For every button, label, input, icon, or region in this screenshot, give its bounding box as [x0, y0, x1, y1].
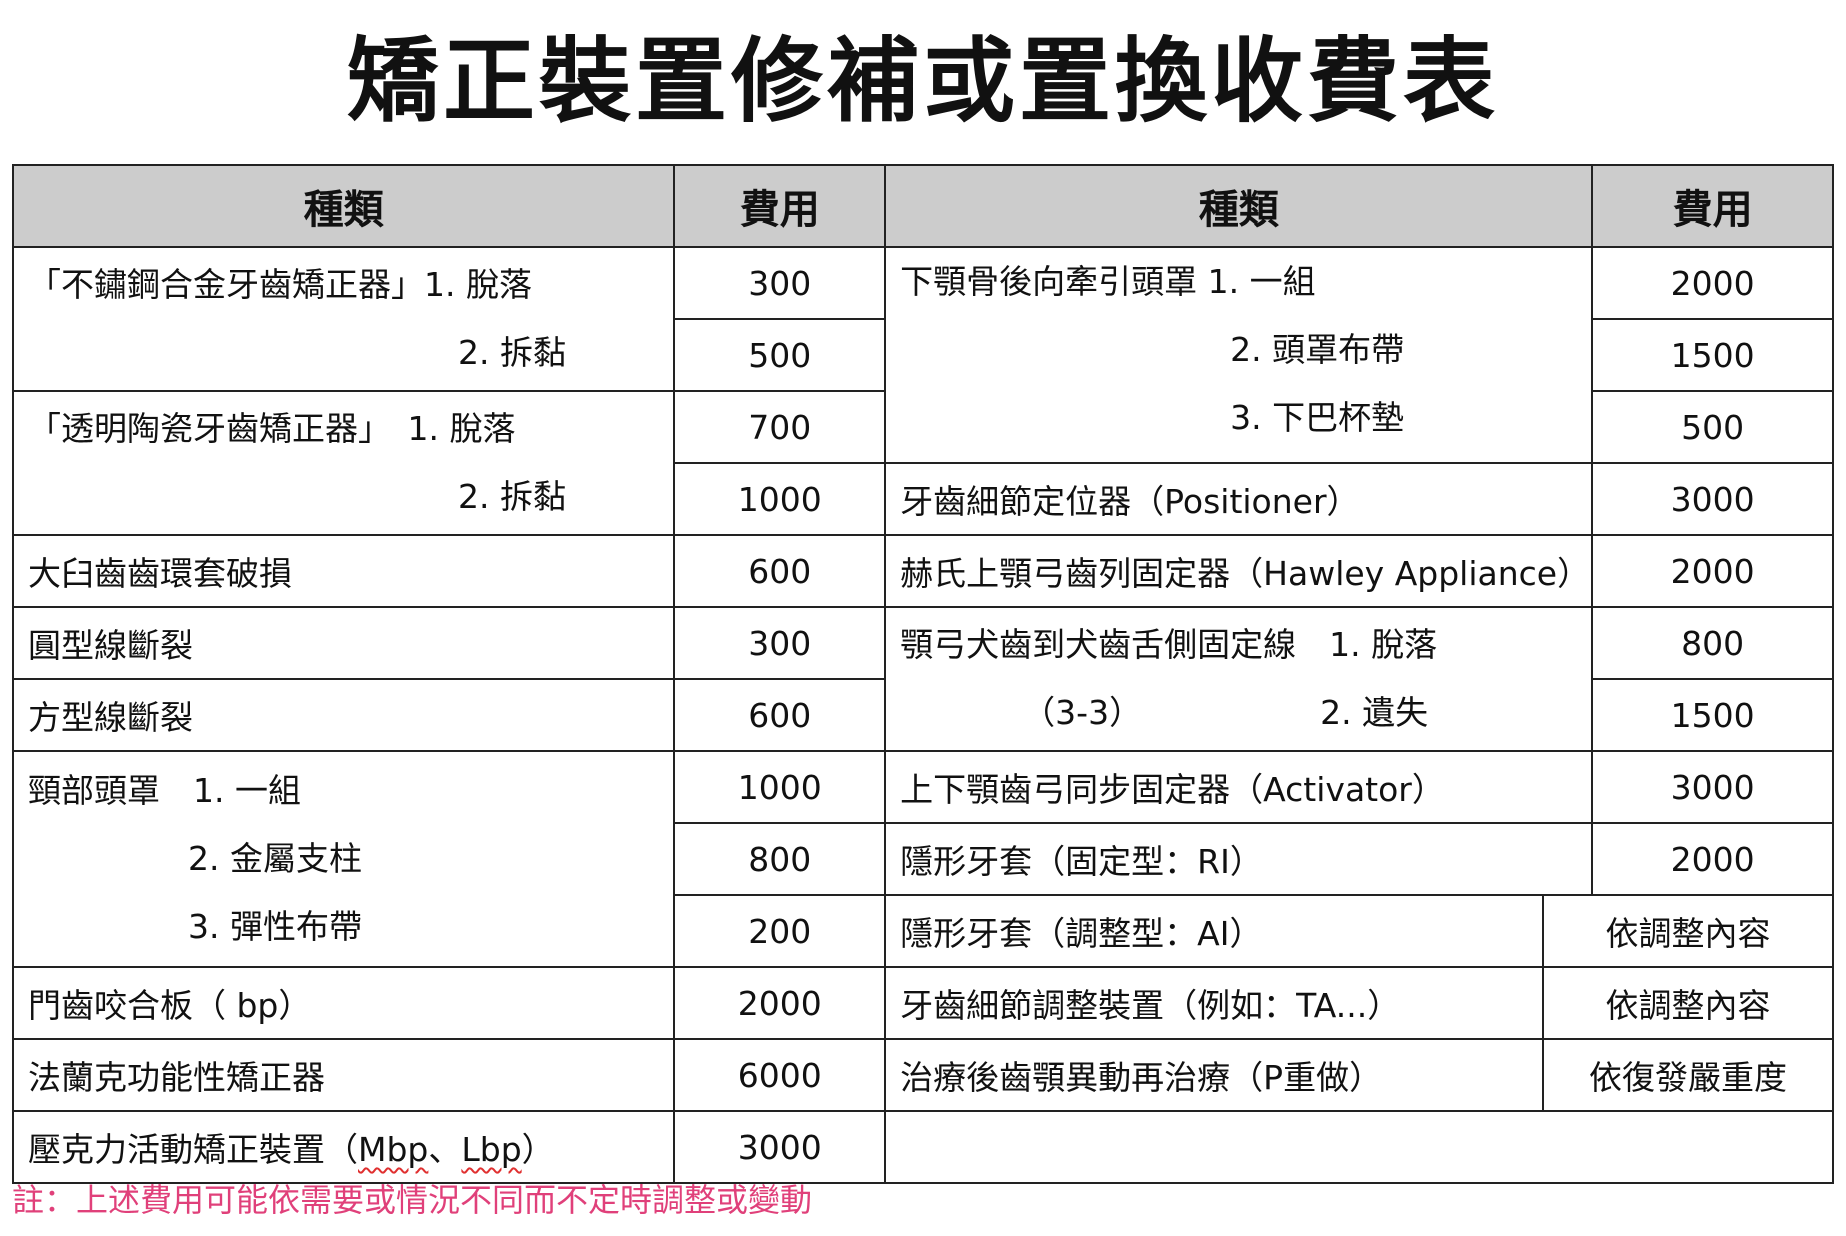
table-row: 方型線斷裂 600 1500: [11, 678, 1834, 752]
fee-table: 種類 費用 種類 費用 「不鏽鋼合金牙齒矯正器」1. 脫落 2. 拆黏 300 …: [11, 164, 1834, 1184]
table-row: 門齒咬合板（ bp） 2000 牙齒細節調整裝置（例如：TA...） 依調整內容: [11, 966, 1834, 1040]
acrylic-suffix: ）: [521, 1130, 555, 1169]
ceramic-bracket-fee2: 1000: [673, 462, 887, 536]
square-wire-name: 方型線斷裂: [11, 678, 676, 752]
hawley-name: 赫氏上顎弓齒列固定器（Hawley Appliance）: [884, 534, 1594, 608]
hawley-fee: 2000: [1591, 534, 1834, 608]
header-kind-left: 種類: [11, 164, 676, 248]
table-row: 1000 牙齒細節定位器（Positioner） 3000: [13, 462, 1834, 536]
steel-bracket-sub2: 2. 拆黏: [458, 333, 566, 372]
acrylic-sep: 、: [428, 1130, 462, 1169]
reverse-headgear-sub2: 2. 頭罩布帶: [1230, 330, 1405, 369]
table-row: 法蘭克功能性矯正器 6000 治療後齒顎異動再治療（P重做） 依復發嚴重度: [11, 1038, 1834, 1112]
table-row: 800 隱形牙套（固定型：RI） 2000: [13, 822, 1834, 896]
neck-headgear-fee1: 1000: [673, 750, 887, 824]
ceramic-bracket-name: 「透明陶瓷牙齒矯正器」 1. 脫落: [28, 409, 516, 448]
reverse-headgear-sub3: 3. 下巴杯墊: [1230, 398, 1405, 437]
ta-name: 牙齒細節調整裝置（例如：TA...）: [884, 966, 1545, 1040]
bite-plate-fee: 2000: [673, 966, 887, 1040]
header-fee-right: 費用: [1591, 164, 1834, 248]
neck-headgear-name: 頸部頭罩 1. 一組: [28, 771, 301, 810]
activator-fee: 3000: [1591, 750, 1834, 824]
table-row: 200 隱形牙套（調整型：AI） 依調整內容: [13, 894, 1834, 968]
ai-name: 隱形牙套（調整型：AI）: [884, 894, 1545, 968]
canine-retainer-cell: 顎弓犬齒到犬齒舌側固定線 1. 脫落 （3-3） 2. 遺失: [884, 606, 1594, 752]
header-fee-left: 費用: [673, 164, 887, 248]
neck-headgear-fee2: 800: [673, 822, 887, 896]
neck-headgear-sub3: 3. 彈性布帶: [188, 907, 362, 946]
neck-headgear-fee3: 200: [673, 894, 887, 968]
steel-bracket-cell: 「不鏽鋼合金牙齒矯正器」1. 脫落 2. 拆黏: [11, 246, 676, 392]
steel-bracket-fee1: 300: [673, 246, 887, 320]
header-kind-right: 種類: [884, 164, 1594, 248]
empty-cell: [884, 1110, 1834, 1184]
neck-headgear-sub2: 2. 金屬支柱: [188, 839, 362, 878]
positioner-name: 牙齒細節定位器（Positioner）: [884, 462, 1594, 536]
acrylic-lbp: Lbp: [461, 1130, 522, 1169]
reverse-headgear-fee1: 2000: [1591, 246, 1834, 320]
reverse-headgear-fee3: 500: [1591, 390, 1834, 464]
page-title: 矯正裝置修補或置換收費表: [346, 28, 1499, 135]
ai-fee: 依調整內容: [1542, 894, 1834, 968]
canine-retainer-fee1: 800: [1591, 606, 1834, 680]
neck-headgear-cell: 頸部頭罩 1. 一組 2. 金屬支柱 3. 彈性布帶: [11, 750, 676, 968]
acrylic-name: 壓克力活動矯正裝置（Mbp、Lbp）: [11, 1110, 676, 1184]
frankel-name: 法蘭克功能性矯正器: [11, 1038, 676, 1112]
table-row: 「透明陶瓷牙齒矯正器」 1. 脫落 2. 拆黏 700 500: [11, 390, 1834, 536]
canine-retainer-fee2: 1500: [1591, 678, 1834, 752]
activator-name: 上下顎齒弓同步固定器（Activator）: [884, 750, 1594, 824]
retreat-fee: 依復發嚴重度: [1542, 1038, 1834, 1112]
ri-name: 隱形牙套（固定型：RI）: [884, 822, 1594, 896]
molar-band-fee: 600: [673, 534, 887, 608]
header-row: 種類 費用 種類 費用: [11, 164, 1834, 248]
retreat-name: 治療後齒顎異動再治療（P重做）: [884, 1038, 1545, 1112]
table-row: 「不鏽鋼合金牙齒矯正器」1. 脫落 2. 拆黏 300 下顎骨後向牽引頭罩 1.…: [11, 246, 1834, 464]
acrylic-prefix: 壓克力活動矯正裝置（: [28, 1130, 358, 1169]
table-row: 壓克力活動矯正裝置（Mbp、Lbp） 3000: [11, 1110, 1834, 1184]
round-wire-fee: 300: [673, 606, 887, 680]
canine-retainer-paren: （3-3）: [1022, 693, 1143, 732]
reverse-headgear-cell: 下顎骨後向牽引頭罩 1. 一組 2. 頭罩布帶 3. 下巴杯墊: [884, 246, 1594, 464]
steel-bracket-name: 「不鏽鋼合金牙齒矯正器」1. 脫落: [28, 265, 532, 304]
molar-band-name: 大臼齒齒環套破損: [11, 534, 676, 608]
canine-retainer-line2: （3-3） 2. 遺失: [900, 679, 1590, 747]
table-row: 大臼齒齒環套破損 600 赫氏上顎弓齒列固定器（Hawley Appliance…: [11, 534, 1834, 608]
ceramic-bracket-cell: 「透明陶瓷牙齒矯正器」 1. 脫落 2. 拆黏: [11, 390, 676, 536]
acrylic-mbp: Mbp: [358, 1130, 429, 1169]
steel-bracket-fee2: 500: [673, 318, 887, 392]
table-row: 頸部頭罩 1. 一組 2. 金屬支柱 3. 彈性布帶 1000 上下顎齒弓同步固…: [11, 750, 1834, 968]
square-wire-fee: 600: [673, 678, 887, 752]
canine-retainer-sub2: 2. 遺失: [1320, 693, 1429, 732]
ri-fee: 2000: [1591, 822, 1834, 896]
reverse-headgear-fee2: 1500: [1591, 318, 1834, 392]
positioner-fee: 3000: [1591, 462, 1834, 536]
ceramic-bracket-sub2: 2. 拆黏: [458, 477, 566, 516]
round-wire-name: 圓型線斷裂: [11, 606, 676, 680]
frankel-fee: 6000: [673, 1038, 887, 1112]
ta-fee: 依調整內容: [1542, 966, 1834, 1040]
acrylic-fee: 3000: [673, 1110, 887, 1184]
reverse-headgear-name: 下顎骨後向牽引頭罩 1. 一組: [900, 262, 1316, 301]
ceramic-bracket-fee1: 700: [673, 390, 887, 464]
canine-retainer-name: 顎弓犬齒到犬齒舌側固定線 1. 脫落: [900, 625, 1438, 664]
bite-plate-name: 門齒咬合板（ bp）: [11, 966, 676, 1040]
table-row: 圓型線斷裂 300 顎弓犬齒到犬齒舌側固定線 1. 脫落 （3-3） 2. 遺失…: [11, 606, 1834, 752]
table-row: 500 1500: [13, 318, 1834, 392]
footnote: 註：上述費用可能依需要或情況不同而不定時調整或變動: [12, 1181, 813, 1219]
